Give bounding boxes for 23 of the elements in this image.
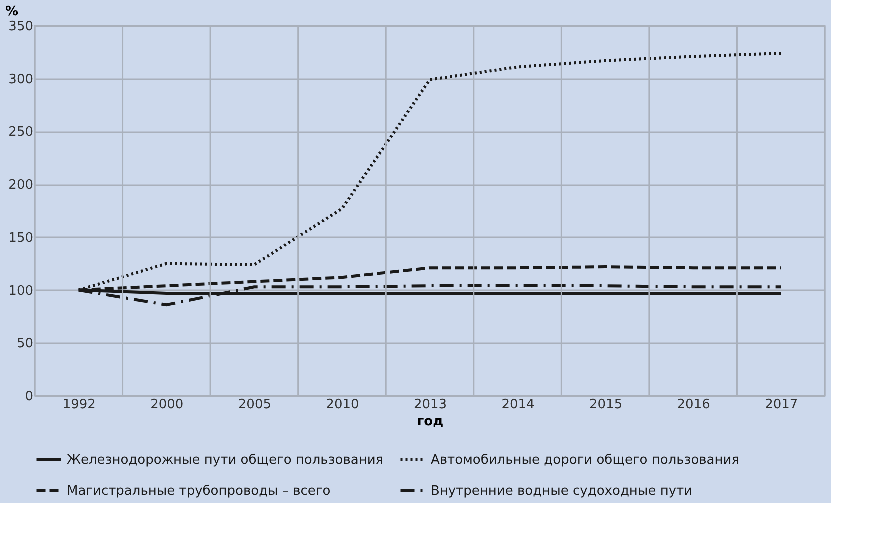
y-tick-label: 200 — [8, 178, 34, 194]
legend-label: Магистральные трубопроводы – всего — [67, 484, 331, 499]
x-tick-label: 2005 — [238, 398, 272, 412]
y-tick-label: 0 — [25, 390, 34, 404]
x-axis-title: год — [417, 414, 444, 430]
legend-label: Внутренние водные судоходные пути — [431, 484, 693, 499]
x-tick-label: 1992 — [62, 398, 96, 412]
y-tick-label: 350 — [8, 20, 34, 34]
y-tick-label: 150 — [8, 230, 34, 246]
x-tick-label: 2000 — [150, 398, 184, 412]
x-tick-label: 2013 — [414, 398, 448, 412]
legend-label: Автомобильные дороги общего пользования — [431, 453, 740, 468]
y-axis-title: % — [6, 4, 19, 20]
x-tick-label: 2015 — [590, 398, 623, 412]
y-tick-label: 300 — [8, 72, 34, 88]
y-tick-label: 250 — [8, 125, 34, 140]
y-tick-label: 50 — [16, 336, 34, 352]
x-tick-label: 2016 — [677, 398, 710, 412]
x-tick-label: 2010 — [326, 398, 360, 412]
x-tick-label: 2014 — [502, 398, 535, 412]
legend-label: Железнодорожные пути общего пользования — [67, 453, 384, 468]
x-tick-label: 2017 — [765, 398, 798, 412]
y-tick-label: 100 — [8, 284, 34, 299]
